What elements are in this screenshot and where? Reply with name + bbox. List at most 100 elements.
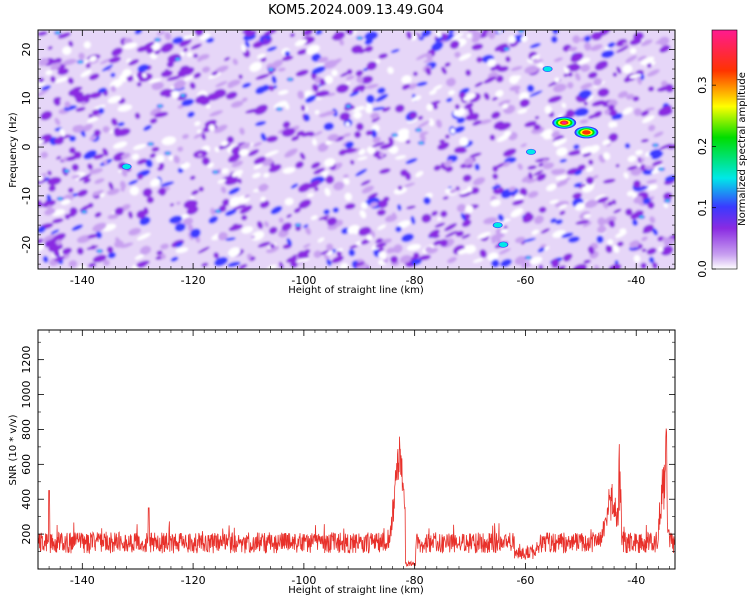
heatmap-cell	[75, 106, 86, 112]
heatmap-cell	[524, 120, 537, 128]
heatmap-cell	[397, 132, 409, 143]
heatmap-cell	[76, 235, 92, 244]
heatmap-cell	[642, 197, 651, 205]
heatmap-cell	[209, 110, 223, 117]
heatmap-cell	[646, 179, 658, 184]
heatmap-cell	[90, 244, 96, 250]
heatmap-cell	[365, 105, 373, 114]
heatmap-cell	[320, 250, 329, 255]
heatmap-cell	[170, 203, 174, 207]
colorbar-frame	[711, 29, 738, 270]
heatmap-cell	[78, 61, 83, 63]
heatmap-cell	[467, 186, 472, 193]
colorbar-tick-label: 0.3	[696, 76, 709, 94]
heatmap-cell	[665, 83, 674, 93]
heatmap-cell	[509, 75, 519, 84]
heatmap-cell	[439, 139, 446, 143]
heatmap-cell	[389, 145, 399, 154]
snr-y-axis-label: SNR (10 * v/v)	[8, 414, 19, 485]
heatmap-cell	[310, 215, 318, 220]
heatmap-cell	[248, 149, 260, 157]
y-tick-label: 600	[20, 454, 33, 475]
heatmap-cell	[625, 208, 633, 216]
heatmap-cell	[550, 217, 557, 224]
heatmap-cell	[88, 116, 98, 121]
heatmap-cell	[281, 127, 296, 137]
heatmap-cell	[622, 64, 633, 74]
heatmap-cell	[87, 233, 98, 239]
heatmap-cell	[590, 44, 603, 52]
heatmap-cell	[445, 77, 456, 87]
heatmap-cell	[227, 79, 241, 87]
heatmap-cell	[282, 121, 291, 129]
heatmap-cell	[465, 112, 480, 121]
heatmap-cell	[552, 83, 567, 93]
heatmap-cell	[461, 219, 472, 228]
heatmap-cell	[165, 152, 170, 155]
heatmap-cell	[559, 210, 566, 216]
x-tick-label: -60	[516, 574, 534, 587]
heatmap-cell	[445, 134, 450, 139]
heatmap-cell	[408, 83, 418, 90]
x-tick-label: -80	[406, 574, 424, 587]
heatmap-cell	[166, 75, 181, 81]
heatmap-cell	[625, 55, 638, 63]
heatmap-cell	[387, 66, 394, 74]
heatmap-cell	[159, 88, 172, 97]
heatmap-cell	[559, 177, 571, 183]
heatmap-cell	[93, 153, 105, 160]
heatmap-cell	[498, 248, 511, 255]
heatmap-cell	[168, 155, 174, 161]
heatmap-cell	[442, 196, 449, 200]
snr-panel: -140 -120 -100 -80 -60 -40 200 400 600 800 1000 120…	[8, 329, 676, 596]
heatmap-cell	[459, 137, 469, 147]
heatmap-cell	[244, 40, 250, 48]
heatmap-cell	[208, 72, 222, 79]
heatmap-cell	[151, 81, 164, 91]
heatmap-cell	[94, 178, 105, 184]
heatmap-cell	[57, 32, 71, 39]
heatmap-cell	[445, 166, 454, 173]
heatmap-cell	[574, 107, 589, 117]
heatmap-cell	[131, 153, 140, 160]
heatmap-cell	[629, 47, 637, 54]
colorbar: 0.0 0.1 0.2 0.3 Normalized spectral amplitu…	[696, 29, 748, 278]
heatmap-cell	[383, 196, 390, 202]
heatmap-cell	[583, 42, 592, 51]
heatmap-cell	[463, 93, 476, 101]
heatmap-cell	[597, 30, 611, 37]
heatmap-cell	[180, 162, 191, 170]
heatmap-cell	[68, 211, 76, 218]
heatmap-cell	[225, 91, 238, 100]
chart-title: KOM5.2024.009.13.49.G04	[268, 3, 444, 18]
heatmap-field	[38, 30, 675, 269]
heatmap-cell	[440, 210, 448, 218]
heatmap-cell	[524, 65, 539, 74]
heatmap-frame	[37, 29, 676, 270]
heatmap-cell	[552, 140, 562, 147]
heatmap-cell	[597, 88, 610, 97]
heatmap-cell	[540, 228, 550, 234]
heatmap-cell	[508, 35, 516, 44]
heatmap-cell	[552, 30, 559, 35]
heatmap-cell	[313, 167, 325, 175]
heatmap-cell	[161, 136, 176, 146]
heatmap-cell	[592, 175, 599, 179]
heatmap-cell	[640, 157, 645, 162]
heatmap-cell	[522, 213, 534, 223]
heatmap-cell	[551, 130, 560, 138]
y-tick-label: 1000	[20, 381, 33, 409]
heatmap-cell	[617, 91, 629, 99]
heatmap-cell	[559, 158, 568, 163]
heatmap-cell	[636, 186, 649, 192]
heatmap-cell	[217, 178, 227, 184]
heatmap-cell	[175, 247, 189, 254]
y-tick-label: 200	[20, 524, 33, 545]
heatmap-cell	[435, 119, 443, 128]
heatmap-cell	[444, 223, 457, 232]
heatmap-cell	[447, 256, 457, 264]
heatmap-cell	[607, 239, 614, 246]
heatmap-cell	[197, 57, 203, 62]
heatmap-cell	[336, 250, 342, 257]
heatmap-cell	[580, 146, 594, 154]
